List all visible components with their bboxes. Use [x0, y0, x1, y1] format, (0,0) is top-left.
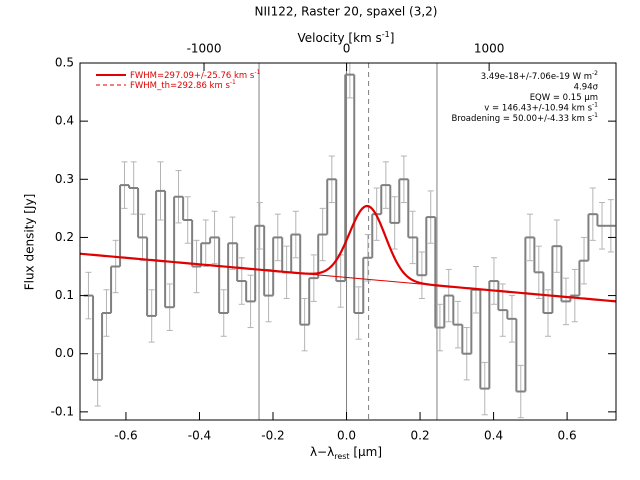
annotation-text: EQW = 0.15 μm	[530, 93, 598, 103]
annotation-text: Broadening = 50.00+/-4.33 km s	[451, 114, 592, 124]
annotation: EQW = 0.15 μm	[530, 93, 598, 103]
annotation: v = 146.43+/-10.94 km s-1	[484, 101, 598, 113]
plot-area	[80, 63, 616, 420]
legend-label: FWHM_th=292.86 km s-1	[130, 79, 236, 91]
annotation: 3.49e-18+/-7.06e-19 W m-2	[481, 70, 598, 82]
annotation-sup: -1	[592, 101, 598, 108]
x2-tick-label: 1000	[474, 42, 505, 56]
y-tick-label: 0.3	[55, 172, 74, 186]
legend-label: FWHM=297.09+/-25.76 km s-1	[130, 69, 260, 81]
y-axis-label: Flux density [Jy]	[23, 194, 37, 291]
annotation-text: v = 146.43+/-10.94 km s	[484, 103, 592, 113]
x-tick-label: -0.6	[114, 429, 137, 443]
x2-tick-label: 0	[343, 42, 351, 56]
y-tick-label: -0.1	[51, 404, 74, 418]
y-tick-label: 0.1	[55, 288, 74, 302]
legend-text: FWHM_th=292.86 km s	[130, 81, 230, 91]
y-tick-label: 0.2	[55, 230, 74, 244]
x-tick-label: 0.6	[558, 429, 577, 443]
x-tick-label: 0.0	[337, 429, 356, 443]
legend-text: FWHM=297.09+/-25.76 km s	[130, 71, 255, 81]
plot-frame	[79, 62, 617, 421]
annotation: 4.94σ	[574, 82, 599, 92]
y-tick-label: 0.4	[55, 114, 74, 128]
x-tick-label: 0.2	[411, 429, 430, 443]
x2-axis-label: Velocity [km s-1]	[298, 30, 395, 45]
x-axis-label: λ−λrest [μm]	[310, 445, 382, 461]
y-tick-label: 0.5	[55, 56, 74, 70]
annotation: Broadening = 50.00+/-4.33 km s-1	[451, 112, 598, 124]
fit-curve	[80, 204, 616, 303]
chart-title: NII122, Raster 20, spaxel (3,2)	[255, 5, 438, 19]
legend-sup: -1	[230, 79, 236, 86]
annotation-sup: -1	[592, 112, 598, 119]
annotation-text: 3.49e-18+/-7.06e-19 W m	[481, 72, 592, 82]
x-tick-label: -0.2	[261, 429, 284, 443]
x-tick-label: -0.4	[188, 429, 211, 443]
x2-tick-label: -1000	[187, 42, 222, 56]
annotation-text: 4.94σ	[574, 82, 599, 92]
x-tick-label: 0.4	[484, 429, 503, 443]
y-tick-label: 0.0	[55, 346, 74, 360]
annotation-sup: -2	[592, 70, 598, 77]
legend-sup: -1	[254, 69, 260, 76]
